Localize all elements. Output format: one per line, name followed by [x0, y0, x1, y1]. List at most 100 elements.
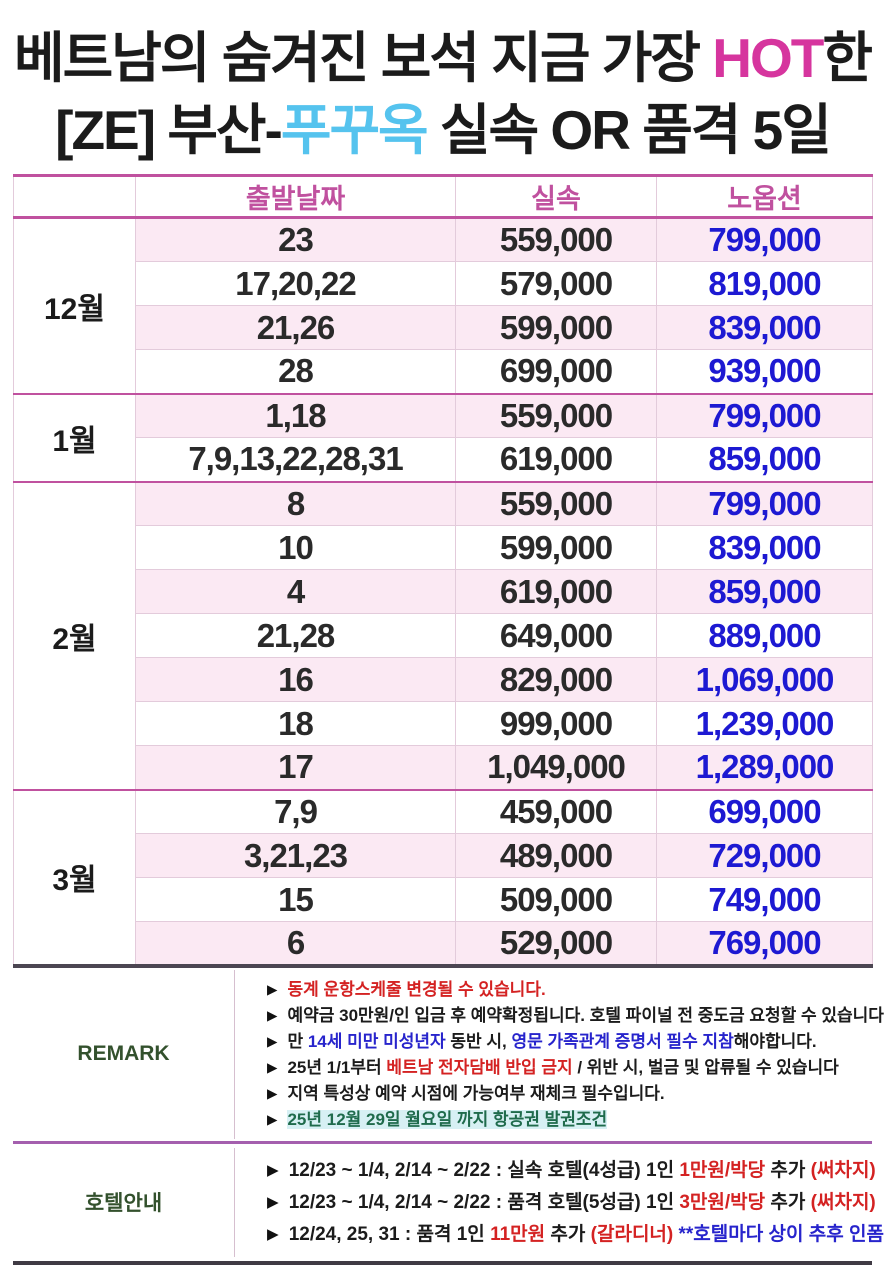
text-segment: 동반 시,: [445, 1031, 512, 1051]
text-segment: 지역 특성상 예약 시점에 가능여부 재체크 필수입니다.: [287, 1083, 665, 1103]
value-price-cell: 559,000: [455, 480, 657, 526]
price-table-row: 21,26 599,000 839,000: [14, 305, 873, 350]
triangle-bullet-icon: ▶: [267, 1033, 278, 1049]
value-column-header: 실속: [455, 175, 657, 219]
remark-section: REMARK ▶ 동계 운항스케줄 변경될 수 있습니다. ▶ 예약금 30만원/인 …: [13, 968, 885, 1144]
departure-dates-cell: 15: [135, 877, 456, 922]
note-text: 12/23 ~ 1/4, 2/14 ~ 2/22 : 실속 호텔(4성급) 1인…: [289, 1160, 876, 1181]
text-segment: 베트남의 숨겨진 보석 지금 가장: [14, 27, 713, 89]
value-price-cell: 829,000: [455, 657, 657, 702]
nooption-price-cell: 749,000: [656, 877, 873, 922]
text-segment: 25년 1/1부터: [287, 1057, 387, 1077]
text-segment: 동계 운항스케줄 변경될 수 있습니다.: [287, 979, 546, 999]
departure-dates-cell: 23: [135, 216, 456, 262]
remark-line: ▶ 25년 1/1부터 베트남 전자담배 반입 금지 / 위반 시, 벌금 및 압…: [267, 1055, 885, 1081]
remark-label: REMARK: [13, 969, 235, 1139]
value-price-cell: 459,000: [455, 788, 657, 834]
note-text: 25년 1/1부터 베트남 전자담배 반입 금지 / 위반 시, 벌금 및 압류…: [287, 1058, 838, 1077]
hotel-info-label: 호텔안내: [13, 1147, 235, 1257]
nooption-price-cell: 699,000: [656, 788, 873, 834]
value-price-cell: 559,000: [455, 216, 657, 262]
departure-dates-cell: 21,28: [135, 613, 456, 658]
text-segment: 추가: [545, 1223, 591, 1245]
price-table-body: 12월 23 559,000 799,000 17,20,22 579,000 819,00…: [13, 216, 873, 966]
remark-line: ▶ 예약금 30만원/인 입금 후 예약확정됩니다. 호텔 파이널 전 중도금 요…: [267, 1003, 885, 1029]
hotel-info-section: 호텔안내 ▶ 12/23 ~ 1/4, 2/14 ~ 2/22 : 실속 호텔(4…: [13, 1144, 884, 1265]
page-title-line-1: 베트남의 숨겨진 보석 지금 가장 HOT한: [13, 22, 873, 94]
departure-dates-cell: 16: [135, 657, 456, 702]
departure-dates-cell: 18: [135, 701, 456, 746]
price-table-row: 17,20,22 579,000 819,000: [14, 261, 873, 306]
departure-date-column-header: 출발날짜: [135, 175, 456, 219]
triangle-bullet-icon: ▶: [267, 1193, 279, 1211]
note-text: 지역 특성상 예약 시점에 가능여부 재체크 필수입니다.: [287, 1084, 664, 1103]
price-table-row: 3월 7,9 459,000 699,000: [13, 788, 873, 966]
text-segment: 예약금 30만원/인 입금 후 예약확정됩니다. 호텔 파이널 전 중도금 요청…: [287, 1005, 885, 1025]
text-segment: 해야합니다.: [733, 1031, 817, 1051]
nooption-price-cell: 799,000: [656, 392, 873, 438]
text-segment: 11만원: [490, 1223, 546, 1245]
departure-dates-cell: 10: [135, 525, 456, 570]
nooption-price-cell: 839,000: [656, 525, 873, 570]
nooption-price-cell: 799,000: [656, 480, 873, 526]
price-table-row: 15 509,000 749,000: [14, 877, 873, 922]
nooption-price-cell: 859,000: [656, 569, 873, 614]
nooption-price-cell: 729,000: [656, 833, 873, 878]
text-segment: HOT: [712, 27, 824, 89]
month-column-header: [13, 175, 136, 219]
price-table-row: 12월 23 559,000 799,000: [13, 216, 873, 394]
value-price-cell: 699,000: [455, 349, 657, 394]
text-segment: 3만원/박당: [679, 1191, 766, 1213]
nooption-price-cell: 1,289,000: [656, 745, 873, 790]
price-table-row: 21,28 649,000 889,000: [14, 613, 873, 658]
text-segment: 영문 가족관계 증명서 필수 지참: [511, 1031, 734, 1051]
text-segment: 만: [287, 1031, 308, 1051]
triangle-bullet-icon: ▶: [267, 1085, 278, 1101]
note-text: 예약금 30만원/인 입금 후 예약확정됩니다. 호텔 파이널 전 중도금 요청…: [287, 1006, 885, 1025]
triangle-bullet-icon: ▶: [267, 1111, 278, 1127]
text-segment: 12/23 ~ 1/4, 2/14 ~ 2/22 : 품격 호텔(5성급) 1인: [288, 1191, 680, 1213]
price-table-row: 2월 8 559,000 799,000: [13, 480, 873, 790]
nooption-price-cell: 1,069,000: [656, 657, 873, 702]
departure-dates-cell: 3,21,23: [135, 833, 456, 878]
table-header-row: 출발날짜 실속 노옵션: [13, 175, 873, 219]
departure-dates-cell: 17,20,22: [135, 261, 456, 306]
text-segment: 한: [822, 27, 873, 89]
value-price-cell: 509,000: [455, 877, 657, 922]
hotel-line: ▶ 12/24, 25, 31 : 품격 1인 11만원 추가 (갈라디너) **…: [267, 1219, 884, 1251]
departure-dates-cell: 28: [135, 349, 456, 394]
text-segment: 1만원/박당: [679, 1159, 766, 1181]
value-price-cell: 579,000: [455, 261, 657, 306]
text-segment: 12/24, 25, 31 : 품격 1인: [288, 1223, 491, 1245]
departure-dates-cell: 6: [135, 921, 456, 966]
value-price-cell: 619,000: [455, 437, 657, 482]
value-price-cell: 599,000: [455, 525, 657, 570]
triangle-bullet-icon: ▶: [267, 1007, 278, 1023]
text-segment: 추가: [765, 1159, 811, 1181]
value-price-cell: 489,000: [455, 833, 657, 878]
note-text: 25년 12월 29일 월요일 까지 항공권 발권조건: [287, 1109, 608, 1129]
value-price-cell: 649,000: [455, 613, 657, 658]
value-price-cell: 1,049,000: [455, 745, 657, 790]
triangle-bullet-icon: ▶: [267, 1059, 278, 1075]
text-segment: [ZE] 부산-: [55, 99, 283, 161]
nooption-price-cell: 769,000: [656, 921, 873, 966]
departure-dates-cell: 8: [135, 480, 456, 526]
month-label: 2월: [13, 480, 136, 790]
value-price-cell: 599,000: [455, 305, 657, 350]
hotel-lines: ▶ 12/23 ~ 1/4, 2/14 ~ 2/22 : 실속 호텔(4성급) 1…: [235, 1148, 884, 1257]
departure-dates-cell: 4: [135, 569, 456, 614]
departure-dates-cell: 7,9,13,22,28,31: [135, 437, 456, 482]
departure-dates-cell: 21,26: [135, 305, 456, 350]
price-table-row: 1월 1,18 559,000 799,000: [13, 392, 873, 482]
note-text: 동계 운항스케줄 변경될 수 있습니다.: [287, 980, 545, 999]
nooption-price-cell: 859,000: [656, 437, 873, 482]
nooption-price-cell: 889,000: [656, 613, 873, 658]
hotel-line: ▶ 12/23 ~ 1/4, 2/14 ~ 2/22 : 품격 호텔(5성급) 1…: [267, 1187, 884, 1219]
price-table-row: 4 619,000 859,000: [14, 569, 873, 614]
triangle-bullet-icon: ▶: [267, 981, 278, 997]
departure-dates-cell: 7,9: [135, 788, 456, 834]
departure-dates-cell: 1,18: [135, 392, 456, 438]
triangle-bullet-icon: ▶: [267, 1161, 279, 1179]
